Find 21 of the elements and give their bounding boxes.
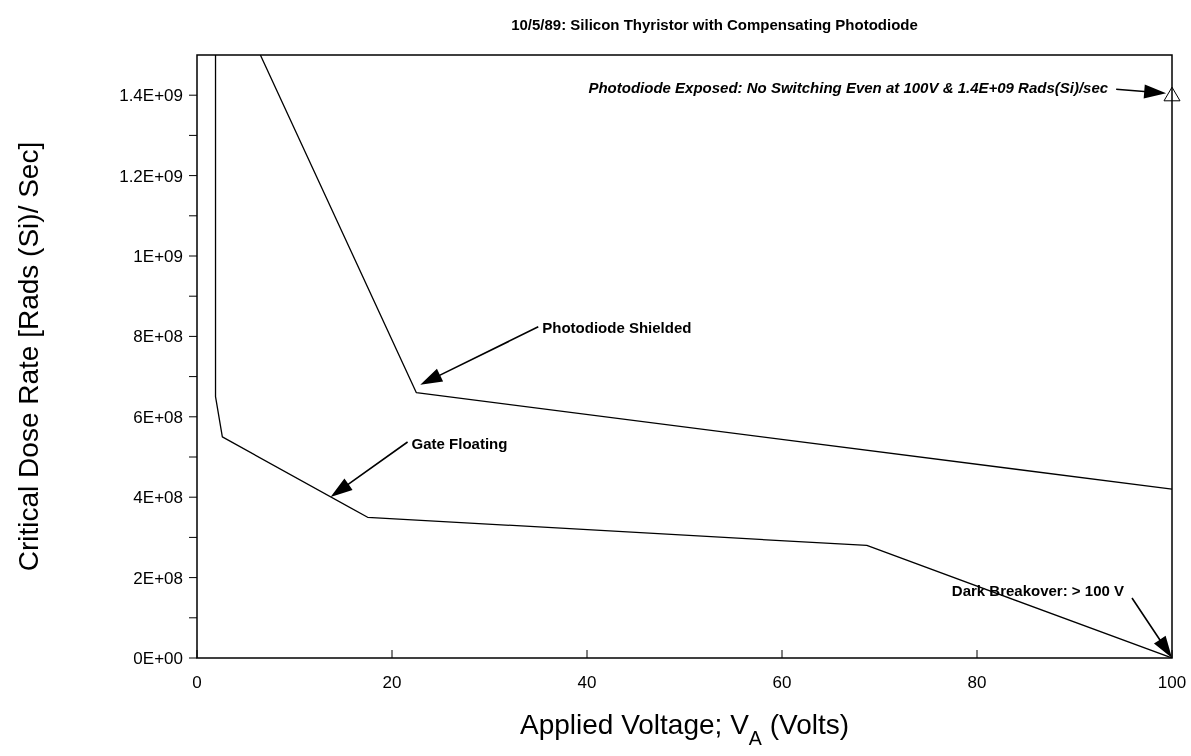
y-tick-label: 0E+00	[133, 649, 183, 668]
annotation: Gate Floating	[411, 435, 508, 452]
y-tick-label: 2E+08	[133, 568, 183, 588]
annotation: Photodiode Exposed: No Switching Even at 100V & 1.4E+09 Rads(Si)/sec	[588, 79, 1109, 97]
x-tick-label: 80	[967, 673, 987, 692]
y-tick-label: 6E+08	[133, 407, 183, 427]
x-tick-label: 20	[382, 673, 402, 692]
y-tick-label: 4E+08	[133, 488, 183, 508]
x-tick-label: 100	[1157, 673, 1187, 692]
chart-title: 10/5/89: Silicon Thyristor with Compensating Photodiode	[511, 16, 918, 33]
y-tick-label: 1.4E+09	[119, 86, 183, 106]
x-tick-label: 60	[772, 673, 792, 692]
annotation: Photodiode Shielded	[542, 318, 692, 336]
y-tick-label: 1E+09	[133, 247, 183, 266]
x-axis-title: Applied Voltage; V$_{A}$ (Volts)	[519, 709, 850, 749]
y-axis-title: Critical Dose Rate [Rads (Si)/ Sec]	[13, 141, 44, 572]
x-tick-label: 40	[577, 673, 597, 692]
y-tick-label: 1.2E+09	[119, 166, 183, 186]
y-tick-label: 8E+08	[133, 327, 183, 347]
x-tick-label: 0	[192, 673, 202, 692]
annotation: Dark Breakover: > 100 V	[951, 582, 1124, 599]
